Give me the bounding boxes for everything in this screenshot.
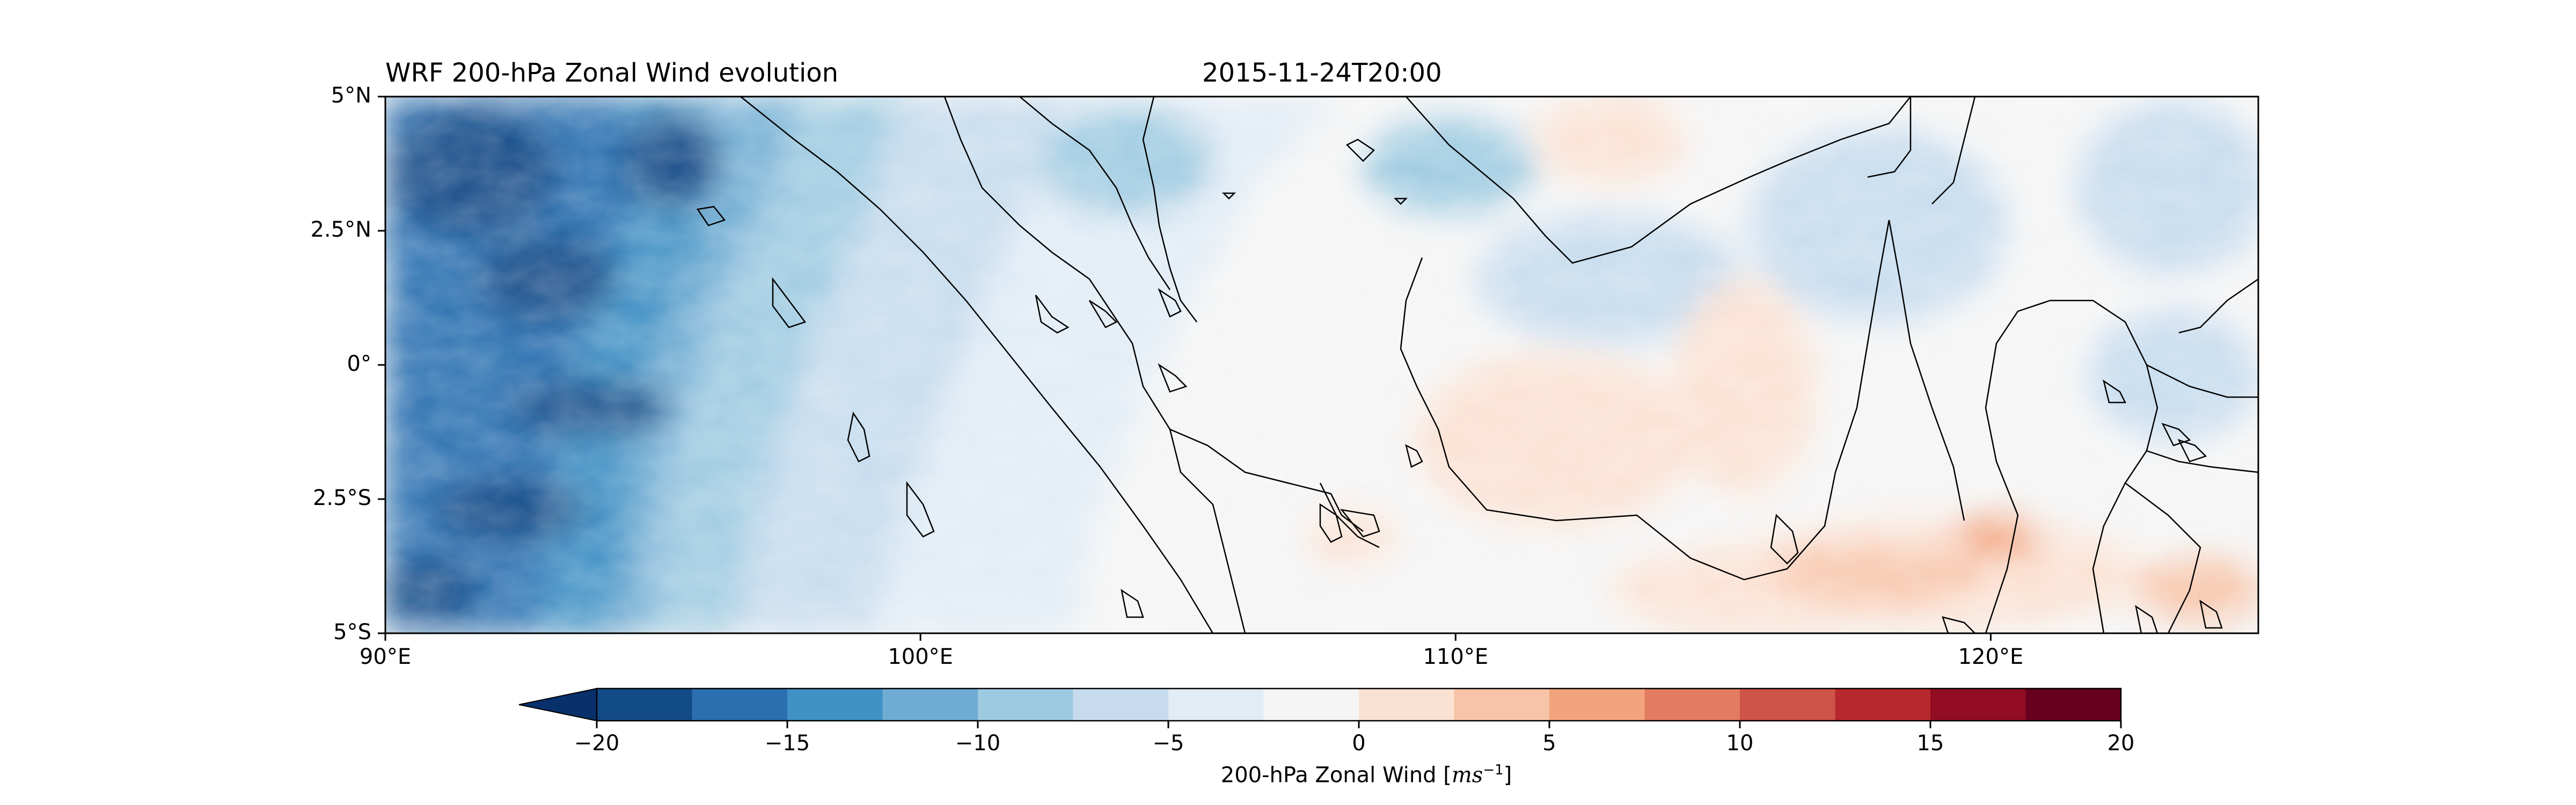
colorbar-tick-label: −10	[955, 731, 1001, 756]
lat-tick-label: 2.5°N	[310, 217, 371, 242]
sulawesi-southeast-arm	[2125, 482, 2201, 633]
colorbar-title-close: ]	[1503, 763, 1512, 788]
colorbar-tick-label: 10	[1726, 731, 1754, 756]
lat-tick-label: 5°S	[333, 620, 371, 645]
colorbar-segment	[882, 689, 978, 721]
lat-tick-label: 2.5°S	[312, 486, 371, 510]
colorbar-unit: ms	[1451, 763, 1483, 788]
island-belitung-2	[1340, 509, 1380, 538]
island-anambas-2	[1393, 197, 1408, 205]
island-riau-2	[1088, 299, 1118, 328]
colorbar-unit-exponent: −1	[1483, 762, 1504, 778]
lat-tick-label: 0°	[347, 352, 371, 376]
borneo-north-east	[1931, 97, 1976, 204]
malay-peninsula-west	[1019, 97, 1171, 290]
lon-tick-label: 110°E	[1423, 645, 1489, 669]
colorbar-tick-label: −15	[764, 731, 810, 756]
colorbar-segment	[597, 689, 692, 721]
island-lingga	[1158, 363, 1188, 393]
colorbar-tick-label: 15	[1916, 731, 1944, 756]
bangka-coast	[1319, 482, 1380, 548]
borneo-south	[1400, 219, 1890, 581]
island-natuna	[1345, 138, 1375, 162]
sulawesi-north-tip	[2178, 278, 2258, 334]
lat-tick-label: 5°N	[331, 83, 371, 108]
island-nias	[696, 206, 726, 226]
island-mentawai-2	[847, 411, 870, 463]
colorbar-segment	[1263, 689, 1359, 721]
coastlines	[696, 97, 2258, 633]
lon-tick-marks	[384, 633, 1992, 641]
island-banggai-1	[2161, 422, 2191, 447]
zonal-wind-field	[385, 97, 2258, 633]
colorbar-tick-label: −20	[574, 731, 620, 756]
malay-peninsula-east	[1142, 97, 1197, 323]
colorbar-segment	[1073, 689, 1169, 721]
island-riau-3	[1158, 288, 1182, 318]
colorbar-tick-marks	[596, 721, 2122, 728]
island-selayar	[1942, 616, 1976, 633]
borneo-east	[1888, 219, 1965, 521]
colorbar-segment	[1644, 689, 1740, 721]
colorbar-segment	[1549, 689, 1645, 721]
colorbar-segment	[692, 689, 788, 721]
lat-tick-marks	[378, 96, 385, 634]
colorbar-segment	[787, 689, 883, 721]
borneo-north	[1406, 97, 1911, 264]
sumatra-west-coast	[740, 97, 1214, 633]
colorbar-tick-label: 20	[2107, 731, 2135, 756]
island-muna	[2135, 605, 2158, 633]
island-anambas-1	[1221, 192, 1236, 200]
colorbar-segment	[978, 689, 1073, 721]
colorbar-title-text: 200-hPa Zonal Wind [	[1220, 763, 1452, 788]
colorbar-tick-label: 0	[1352, 731, 1366, 756]
sumatra-south	[1131, 343, 1246, 633]
island-buton	[2199, 599, 2223, 629]
sulawesi-east-arm	[2146, 450, 2258, 473]
island-siberut	[906, 481, 935, 538]
island-enggano	[1121, 589, 1144, 618]
island-karimata	[1405, 444, 1423, 468]
colorbar-segment	[2025, 689, 2121, 721]
colorbar-segment	[1359, 689, 1454, 721]
sulawesi-west	[1985, 299, 2158, 633]
colorbar-segment	[1454, 689, 1550, 721]
sabah-coast	[1867, 97, 1912, 178]
colorbar	[518, 687, 2122, 728]
colorbar-segment	[1168, 689, 1264, 721]
lon-tick-label: 120°E	[1958, 645, 2024, 669]
island-laut	[1770, 514, 1799, 565]
plot-title: WRF 200-hPa Zonal Wind evolution	[385, 58, 839, 88]
colorbar-extend-under	[518, 687, 597, 722]
colorbar-segment	[1930, 689, 2026, 721]
plot-timestamp: 2015-11-24T20:00	[1202, 58, 1442, 88]
colorbar-segment	[1740, 689, 1835, 721]
colorbar-title: 200-hPa Zonal Wind [ms−1]	[1221, 763, 1512, 786]
lon-tick-label: 100°E	[888, 645, 953, 669]
colorbar-tick-label: −5	[1152, 731, 1184, 756]
island-belitung	[1319, 503, 1343, 543]
island-riau-1	[1035, 295, 1070, 334]
island-banggai-2	[2177, 438, 2207, 463]
island-mentawai-1	[772, 277, 807, 328]
colorbar-segments	[518, 687, 2122, 722]
island-togian	[2103, 379, 2127, 404]
lon-tick-label: 90°E	[359, 645, 412, 669]
java-sea-coast	[1169, 428, 1364, 532]
sumatra-east-coast	[943, 97, 1133, 344]
sulawesi-north-arm	[2146, 364, 2258, 398]
colorbar-tick-label: 5	[1542, 731, 1556, 756]
colorbar-segment	[1835, 689, 1931, 721]
